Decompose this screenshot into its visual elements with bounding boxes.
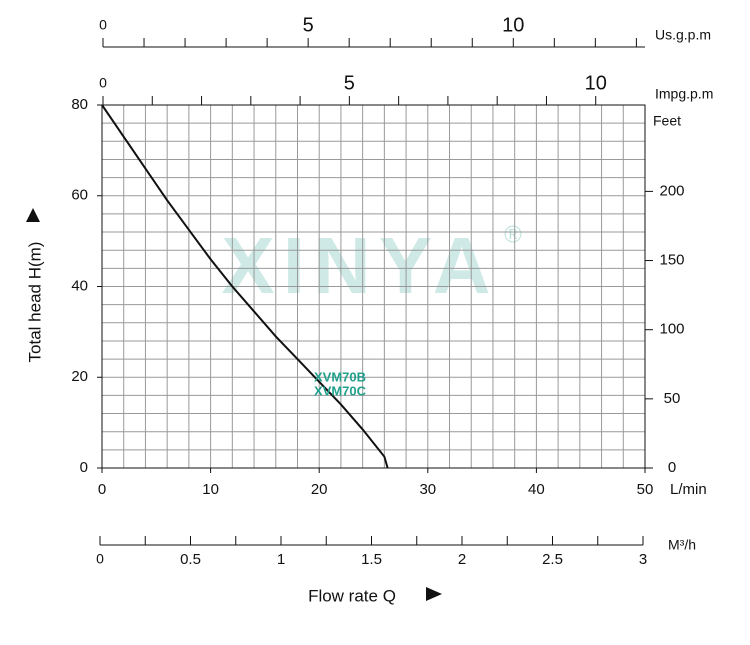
axis-tick-label: 2.5 xyxy=(542,551,563,568)
axis-tick-label: 10 xyxy=(502,14,524,36)
y-tick-label: 60 xyxy=(71,187,88,204)
axis-tick-label: 0 xyxy=(99,17,107,33)
arrow-up xyxy=(26,208,40,222)
axis-tick-label: 1.5 xyxy=(361,551,382,568)
x-tick-label: 50 xyxy=(637,481,654,498)
y-tick-label: 40 xyxy=(71,277,88,294)
y2-tick-label: 0 xyxy=(668,459,676,476)
axis-label: Us.g.p.m xyxy=(655,27,711,43)
x-tick-label: 40 xyxy=(528,481,545,498)
axis-label: M³/h xyxy=(668,537,696,553)
arrow-right xyxy=(426,587,442,601)
curve xyxy=(101,104,389,469)
x-tick-label: 20 xyxy=(311,481,328,498)
curve-label: XVM70C xyxy=(314,383,367,398)
watermark: XINYA xyxy=(221,221,498,310)
y-axis-label: Total head H(m) xyxy=(25,242,44,363)
y2-tick-label: 100 xyxy=(659,321,684,338)
axis-tick-label: 0 xyxy=(96,551,104,567)
axis-tick-label: 1 xyxy=(277,551,285,568)
y-tick-label: 80 xyxy=(71,96,88,113)
y-tick-label: 20 xyxy=(71,368,88,385)
x-axis-label: L/min xyxy=(670,481,707,498)
axis-tick-label: 5 xyxy=(303,14,314,36)
axis-tick-label: 5 xyxy=(344,72,355,94)
y2-tick-label: 150 xyxy=(659,252,684,269)
x-tick-label: 10 xyxy=(202,481,219,498)
watermark-mark: ® xyxy=(504,221,522,248)
y2-tick-label: 50 xyxy=(664,390,681,407)
y2-tick-label: 200 xyxy=(659,182,684,199)
axis-label: Impg.p.m xyxy=(655,86,713,102)
curve-label: XVM70B xyxy=(314,369,366,384)
axis-tick-label: 0.5 xyxy=(180,551,201,568)
axis-tick-label: 2 xyxy=(458,551,466,568)
flow-label: Flow rate Q xyxy=(308,586,396,605)
axis-tick-label: 10 xyxy=(585,72,607,94)
axis-tick-label: 0 xyxy=(99,75,107,91)
axis-tick-label: 3 xyxy=(639,551,647,568)
x-tick-label: 30 xyxy=(419,481,436,498)
y2-axis-label: Feet xyxy=(653,113,681,129)
x-tick-label: 0 xyxy=(98,481,106,498)
y-tick-label: 0 xyxy=(80,459,88,476)
